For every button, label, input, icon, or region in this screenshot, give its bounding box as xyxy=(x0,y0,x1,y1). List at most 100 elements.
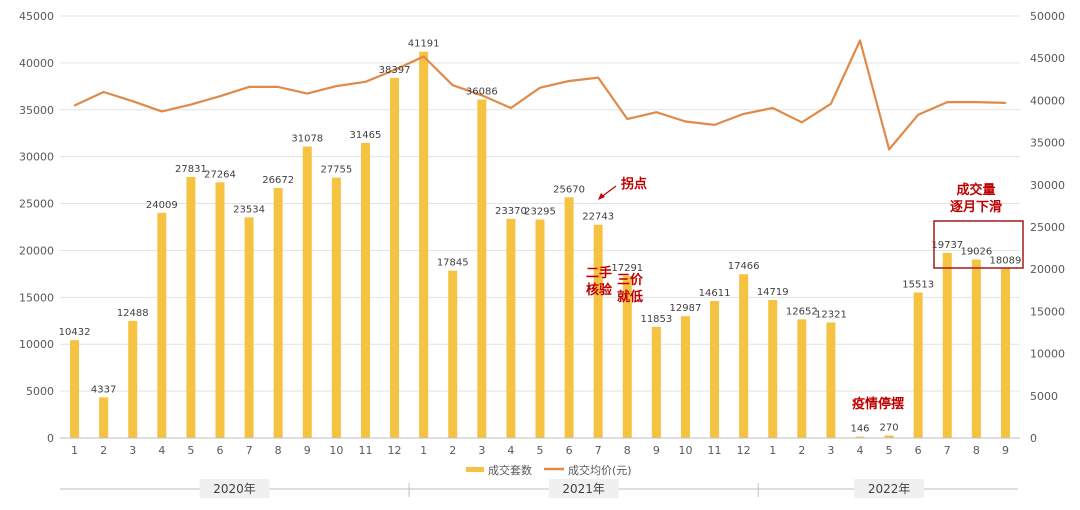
bar-data-label: 19737 xyxy=(931,240,963,251)
bar xyxy=(884,435,894,438)
x-tick-label: 5 xyxy=(187,444,194,457)
bar xyxy=(448,270,458,438)
bar-data-label: 12652 xyxy=(786,306,818,317)
bar xyxy=(70,340,80,438)
bar-data-label: 26672 xyxy=(262,175,294,186)
x-tick-label: 10 xyxy=(678,444,692,457)
left-tick-label: 25000 xyxy=(19,198,54,211)
price-point xyxy=(859,39,861,42)
price-point xyxy=(597,76,599,79)
x-tick-label: 4 xyxy=(857,444,864,457)
x-tick-label: 1 xyxy=(769,444,776,457)
year-label: 2020年 xyxy=(213,482,256,496)
year-groups: 2020年 2021年 2022年 xyxy=(60,479,1018,498)
price-point xyxy=(771,107,774,109)
bar-data-label: 36086 xyxy=(466,87,498,98)
bar xyxy=(331,177,341,438)
right-tick-label: 0 xyxy=(1030,432,1037,445)
bar-data-label: 14611 xyxy=(699,288,731,299)
x-tick-label: 2 xyxy=(798,444,805,457)
x-axis: 1 2 3 4 5 6 7 8 9 10 11 12 1 2 3 4 5 6 7 8 9 10 11 12 1 2 3 4 5 6 7 8 9 xyxy=(60,437,1020,457)
bar xyxy=(651,326,661,438)
x-tick-label: 1 xyxy=(71,444,78,457)
annotation-decline-line2: 逐月下滑 xyxy=(950,199,1002,215)
bar-data-label: 19026 xyxy=(960,247,992,258)
price-point xyxy=(684,120,687,123)
year-label: 2021年 xyxy=(562,482,605,496)
left-tick-label: 45000 xyxy=(19,10,54,23)
left-tick-label: 35000 xyxy=(19,104,54,117)
bar-data-label: 23295 xyxy=(524,207,556,218)
bar-data-label: 22743 xyxy=(582,212,614,223)
left-tick-label: 40000 xyxy=(19,57,54,70)
right-tick-label: 5000 xyxy=(1030,390,1058,403)
legend: 成交套数 成交均价(元) xyxy=(466,463,632,477)
bar xyxy=(739,274,749,438)
bar xyxy=(710,300,720,438)
price-point xyxy=(975,101,978,103)
price-point xyxy=(626,118,629,120)
x-tick-label: 4 xyxy=(158,444,165,457)
bar xyxy=(680,316,690,438)
left-tick-label: 15000 xyxy=(19,291,54,304)
annotations: 拐点 二手 核验 三价 就低 疫情停摆 成交量 逐月下滑 xyxy=(586,176,1024,412)
x-tick-label: 9 xyxy=(1002,444,1009,457)
year-label-bg xyxy=(548,479,619,498)
right-tick-label: 15000 xyxy=(1030,305,1065,318)
legend-bar-label: 成交套数 xyxy=(488,463,532,477)
price-point xyxy=(364,81,367,83)
price-point xyxy=(248,86,250,88)
year-label-bg xyxy=(854,479,925,498)
price-point xyxy=(102,91,105,93)
price-point xyxy=(830,102,832,105)
price-point xyxy=(190,103,192,106)
price-point xyxy=(219,95,221,97)
annotation-decline-line1: 成交量 xyxy=(956,182,995,198)
x-tick-label: 6 xyxy=(566,444,573,457)
price-point xyxy=(73,104,76,107)
left-tick-label: 0 xyxy=(47,432,54,445)
x-tick-label: 7 xyxy=(246,444,253,457)
x-tick-label: 12 xyxy=(737,444,751,457)
right-tick-label: 20000 xyxy=(1030,263,1065,276)
bar xyxy=(186,177,196,438)
bar xyxy=(419,51,429,438)
x-tick-label: 5 xyxy=(537,444,544,457)
right-tick-label: 35000 xyxy=(1030,137,1065,150)
x-tick-label: 7 xyxy=(944,444,951,457)
bar-data-label: 24009 xyxy=(146,200,178,211)
x-tick-label: 11 xyxy=(358,444,372,457)
bar xyxy=(157,212,167,438)
bar-data-label: 27831 xyxy=(175,164,207,175)
annotation-note-b-line1: 三价 xyxy=(617,273,644,288)
x-tick-label: 5 xyxy=(886,444,893,457)
bar xyxy=(942,252,952,438)
bar-data-label: 12321 xyxy=(815,309,847,320)
x-tick-label: 8 xyxy=(275,444,282,457)
bar xyxy=(826,322,836,438)
x-tick-label: 6 xyxy=(915,444,922,457)
bar-data-label: 12488 xyxy=(117,308,149,319)
line-series xyxy=(73,39,1007,151)
bar-data-label: 27264 xyxy=(204,169,236,180)
right-axis-ticks: 0 5000 10000 15000 20000 25000 30000 35000 40000… xyxy=(1030,10,1065,445)
bar xyxy=(390,77,400,439)
bar-data-label: 25670 xyxy=(553,184,585,195)
x-tick-label: 3 xyxy=(129,444,136,457)
x-tick-label: 2 xyxy=(100,444,107,457)
x-tick-label: 12 xyxy=(388,444,402,457)
x-tick-label: 6 xyxy=(217,444,224,457)
bar-data-label: 14719 xyxy=(757,287,789,298)
price-point xyxy=(131,100,134,103)
price-point xyxy=(481,94,483,97)
bar-data-label: 31465 xyxy=(350,130,382,141)
x-tick-label: 2 xyxy=(449,444,456,457)
bar-data-label: 12987 xyxy=(670,303,702,314)
bar-series xyxy=(70,51,1010,439)
price-point xyxy=(1004,102,1007,104)
bar xyxy=(913,292,923,438)
price-point xyxy=(393,69,396,71)
right-tick-label: 45000 xyxy=(1030,52,1065,65)
bar xyxy=(99,397,109,438)
